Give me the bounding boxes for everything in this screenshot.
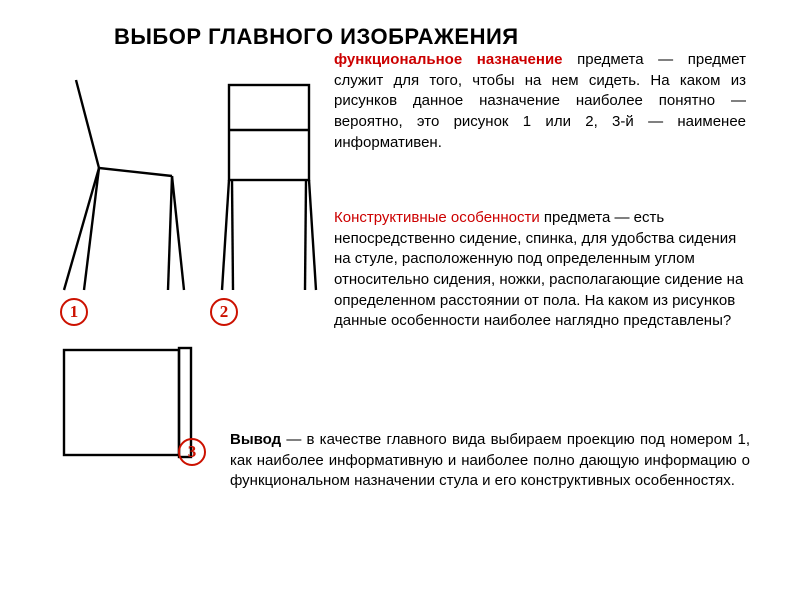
body-conclusion: — в качестве главного вида выбираем прое… bbox=[230, 431, 750, 489]
badge-3: 3 bbox=[178, 438, 206, 466]
badge-1: 1 bbox=[60, 298, 88, 326]
paragraph-constructive: Конструктивные особенности предмета — ес… bbox=[334, 208, 752, 332]
paragraph-function: функциональное назначение предмета — пре… bbox=[334, 50, 746, 153]
badge-2: 2 bbox=[210, 298, 238, 326]
lead-function: функциональное назначение bbox=[334, 51, 563, 68]
page-title: ВЫБОР ГЛАВНОГО ИЗОБРАЖЕНИЯ bbox=[114, 24, 750, 50]
paragraph-conclusion: Вывод — в качестве главного вида выбирае… bbox=[230, 430, 750, 492]
lead-conclusion: Вывод bbox=[230, 431, 281, 448]
lead-constructive: Конструктивные особенности bbox=[334, 209, 540, 226]
body-constructive: предмета — есть непосредственно сидение,… bbox=[334, 209, 743, 329]
figures bbox=[44, 60, 324, 580]
